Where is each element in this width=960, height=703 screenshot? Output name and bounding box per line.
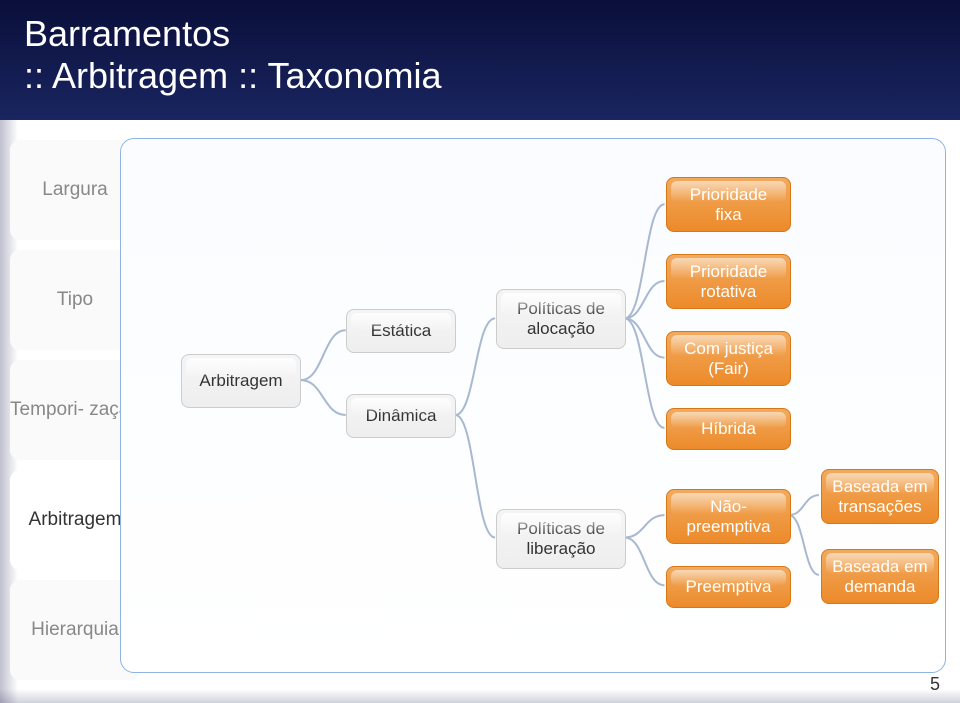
edge bbox=[301, 380, 346, 415]
node-pol_aloc: Políticas dealocação bbox=[496, 289, 626, 349]
edge bbox=[625, 204, 665, 318]
node-hibrida: Híbrida bbox=[666, 408, 791, 450]
side-tab-label: Largura bbox=[42, 180, 108, 201]
edge bbox=[455, 318, 495, 415]
node-pri_rot: Prioridaderotativa bbox=[666, 254, 791, 309]
edge bbox=[625, 538, 665, 586]
slide-header: Barramentos :: Arbitragem :: Taxonomia bbox=[0, 0, 960, 120]
node-dinamica: Dinâmica bbox=[346, 394, 456, 438]
edge bbox=[625, 281, 665, 318]
node-estatica: Estática bbox=[346, 309, 456, 353]
node-pri_fixa: Prioridadefixa bbox=[666, 177, 791, 232]
side-tab-label: Hierarquia bbox=[31, 620, 119, 641]
edge bbox=[625, 318, 665, 428]
node-base_dem: Baseada emdemanda bbox=[821, 549, 939, 604]
node-com_just: Com justiça(Fair) bbox=[666, 331, 791, 386]
side-tab-label: Arbitragem bbox=[29, 510, 122, 531]
main-panel: Arbitragem Estática Dinâmica Políticas deal… bbox=[120, 138, 946, 673]
node-preempt: Preemptiva bbox=[666, 566, 791, 608]
edge bbox=[789, 515, 819, 575]
edge bbox=[625, 515, 665, 537]
page-number: 5 bbox=[930, 674, 940, 695]
node-pol_lib: Políticas deliberação bbox=[496, 509, 626, 569]
slide-content: Largura Tipo Tempori- zação Arbitragem H… bbox=[0, 120, 960, 703]
edge bbox=[789, 495, 819, 515]
slide-subtitle: :: Arbitragem :: Taxonomia bbox=[24, 55, 936, 97]
edge bbox=[455, 415, 495, 538]
node-nao_pre: Não-preemptiva bbox=[666, 489, 791, 544]
node-base_trans: Baseada emtransações bbox=[821, 469, 939, 524]
node-arbitragem: Arbitragem bbox=[181, 354, 301, 408]
edge bbox=[625, 318, 665, 357]
edge bbox=[301, 330, 346, 380]
slide-title: Barramentos bbox=[24, 12, 936, 55]
side-tab-label: Tipo bbox=[57, 290, 93, 311]
